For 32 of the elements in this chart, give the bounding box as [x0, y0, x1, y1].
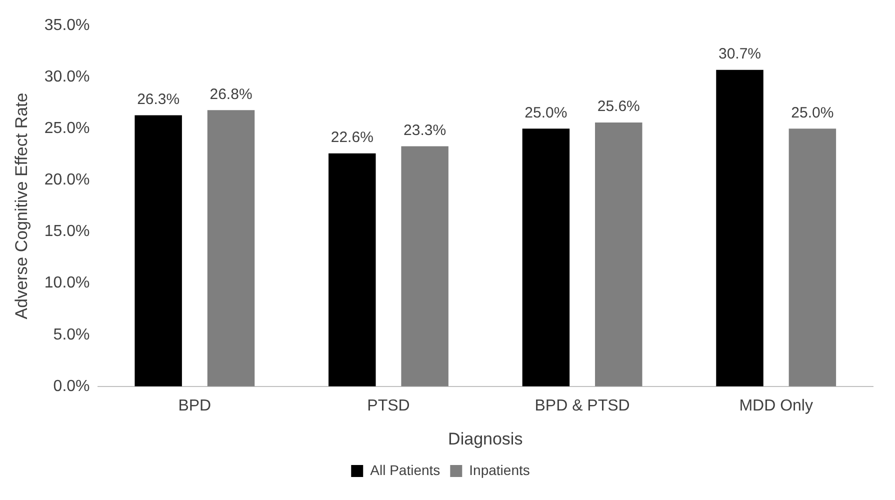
data-label: 26.8% — [210, 86, 252, 103]
legend-label: All Patients — [370, 462, 440, 478]
bar — [716, 70, 764, 386]
data-label: 25.0% — [791, 104, 834, 122]
data-label: 30.7% — [718, 46, 762, 63]
bar — [401, 146, 448, 386]
x-tick-label: BPD — [178, 397, 212, 414]
y-tick-label: 15.0% — [44, 223, 90, 240]
y-tick-label: 5.0% — [53, 326, 90, 344]
bar — [134, 115, 182, 386]
bar — [522, 128, 570, 386]
y-axis-title: Adverse Cognitive Effect Rate — [12, 92, 31, 320]
y-tick-label: 30.0% — [44, 68, 90, 86]
x-tick-label: BPD & PTSD — [534, 397, 630, 414]
data-label: 22.6% — [330, 129, 374, 146]
data-label: 25.0% — [524, 104, 568, 122]
y-tick-label: 25.0% — [44, 120, 90, 138]
x-tick-label: MDD Only — [739, 397, 813, 414]
data-label: 26.3% — [137, 90, 180, 108]
y-tick-label: 20.0% — [44, 172, 90, 189]
bar — [328, 153, 376, 386]
bar — [788, 128, 836, 386]
legend-label: Inpatients — [469, 462, 530, 478]
data-label: 25.6% — [597, 98, 640, 116]
data-label: 23.3% — [404, 122, 446, 139]
y-tick-label: 10.0% — [44, 274, 90, 292]
x-tick-label: PTSD — [367, 397, 410, 414]
y-tick-label: 35.0% — [44, 17, 90, 34]
y-tick-label: 0.0% — [53, 378, 90, 395]
bar — [595, 122, 642, 386]
bar — [207, 110, 255, 386]
x-axis-title: Diagnosis — [448, 429, 523, 448]
